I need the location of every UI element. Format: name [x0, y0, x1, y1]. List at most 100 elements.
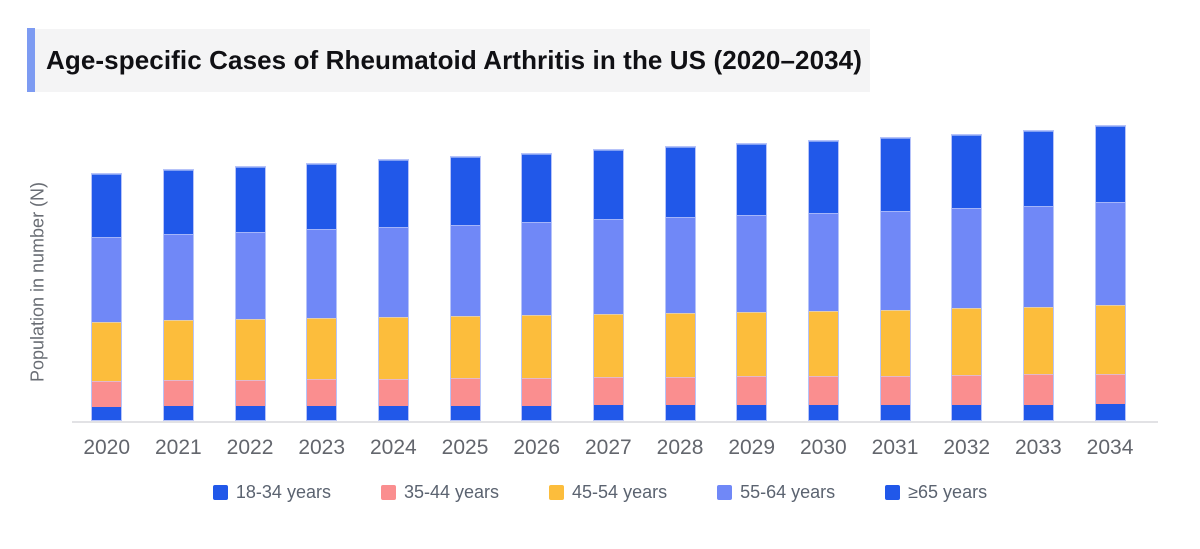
x-tick-label-2021: 2021 [155, 436, 202, 459]
page-title: Age-specific Cases of Rheumatoid Arthrit… [46, 45, 863, 75]
segment-3544years-2029 [737, 376, 767, 406]
x-tick-label-2030: 2030 [800, 436, 847, 459]
x-tick-label-2020: 2020 [83, 436, 131, 459]
bar-stack-2024 [377, 159, 409, 421]
segment-4554years-2032 [952, 308, 982, 376]
segment-5564years-2028 [665, 217, 695, 313]
segment-4554years-2028 [665, 312, 695, 377]
segment-3544years-2025 [450, 378, 480, 406]
segment-4554years-2031 [880, 309, 910, 376]
legend-item-3544years: 35-44 years [380, 482, 500, 503]
legend-label: 55-64 years [740, 482, 836, 502]
legend-swatch-icon [380, 485, 396, 500]
bar-stack-2031 [879, 137, 911, 421]
legend-item-4554years: 45-54 years [549, 482, 667, 503]
segment-65years-2022 [235, 166, 265, 233]
segment-1834years-2024 [378, 405, 408, 420]
segment-5564years-2027 [593, 219, 623, 314]
segment-1834years-2026 [522, 405, 552, 420]
x-tick-label-2027: 2027 [585, 436, 632, 459]
segment-4554years-2022 [235, 319, 265, 380]
x-tick-label-2031: 2031 [871, 436, 919, 459]
segment-1834years-2033 [1023, 404, 1053, 420]
legend-swatch-icon [212, 485, 228, 500]
segment-5564years-2024 [378, 226, 408, 318]
bar-stack-2025 [449, 155, 481, 421]
title-accent-bar [27, 28, 35, 92]
segment-3544years-2026 [522, 377, 552, 406]
bar-stack-2033 [1022, 130, 1054, 421]
segment-1834years-2022 [235, 406, 265, 420]
segment-5564years-2032 [952, 208, 982, 309]
segment-4554years-2025 [450, 316, 480, 379]
segment-1834years-2025 [450, 405, 480, 420]
segment-5564years-2034 [1095, 202, 1125, 305]
segment-65years-2021 [163, 170, 193, 235]
segment-1834years-2023 [307, 406, 337, 420]
legend-swatch-icon [549, 485, 565, 500]
segment-65years-2029 [737, 144, 767, 216]
segment-65years-2023 [307, 163, 337, 230]
segment-1834years-2020 [92, 406, 122, 420]
bar-stack-2022 [234, 165, 266, 421]
bar-stack-2020 [91, 172, 123, 421]
segment-1834years-2031 [880, 404, 910, 420]
segment-65years-2028 [665, 147, 695, 218]
segment-3544years-2028 [665, 376, 695, 406]
segment-5564years-2025 [450, 224, 480, 317]
segment-5564years-2026 [522, 222, 552, 316]
bar-stack-2021 [162, 169, 194, 421]
legend-swatch-icon [885, 485, 901, 500]
legend-label: ≥65 years [908, 482, 988, 502]
segment-4554years-2021 [163, 320, 193, 381]
segment-1834years-2021 [163, 406, 193, 420]
x-tick-label-2023: 2023 [298, 436, 346, 459]
segment-5564years-2022 [235, 232, 265, 320]
segment-1834years-2032 [952, 404, 982, 420]
segment-3544years-2027 [593, 377, 623, 406]
legend-item-1834years: 18-34 years [212, 482, 331, 503]
segment-3544years-2024 [378, 378, 408, 406]
segment-3544years-2034 [1095, 373, 1125, 405]
segment-65years-2034 [1095, 126, 1125, 203]
x-tick-label-2028: 2028 [656, 436, 704, 459]
x-tick-label-2024: 2024 [370, 436, 417, 459]
segment-3544years-2020 [92, 381, 122, 407]
segment-4554years-2020 [92, 321, 122, 382]
segment-4554years-2023 [307, 318, 337, 380]
segment-1834years-2030 [808, 405, 838, 420]
segment-5564years-2031 [880, 210, 910, 310]
segment-65years-2020 [92, 173, 122, 238]
bar-stack-2030 [807, 140, 839, 421]
legend-label: 18-34 years [235, 482, 331, 502]
segment-65years-2026 [522, 153, 552, 222]
segment-3544years-2023 [307, 379, 337, 407]
stacked-bar-plot: 2020 2021 2022 2023 2024 2025 2026 2027 2028 2029… [72, 124, 1158, 459]
segment-4554years-2027 [593, 313, 623, 378]
segment-3544years-2030 [808, 375, 838, 406]
x-tick-label-2032: 2032 [943, 436, 991, 459]
x-tick-label-2025: 2025 [441, 436, 489, 459]
bar-stack-2023 [306, 162, 338, 421]
y-axis-label: Population in number (N) [27, 181, 48, 383]
segment-5564years-2030 [808, 212, 838, 311]
title-band: Age-specific Cases of Rheumatoid Arthrit… [35, 29, 870, 92]
segment-65years-2033 [1023, 131, 1053, 206]
legend-label: 35-44 years [403, 482, 500, 502]
chart-legend: 18-34 years 35-44 years 45-54 years 55-64 y… [0, 482, 1200, 503]
x-tick-label-2034: 2034 [1086, 436, 1134, 459]
bar-stack-2032 [951, 133, 983, 421]
bar-stack-2028 [664, 146, 696, 421]
bar-stack-2029 [736, 143, 768, 421]
segment-1834years-2034 [1095, 404, 1125, 420]
bar-stack-2034 [1094, 125, 1126, 421]
segment-65years-2025 [450, 156, 480, 225]
bar-stack-2026 [521, 152, 553, 421]
segment-4554years-2034 [1095, 304, 1125, 374]
bar-stack-2027 [592, 149, 624, 421]
segment-65years-2024 [378, 160, 408, 227]
x-tick-label-2029: 2029 [728, 436, 776, 459]
segment-5564years-2023 [307, 229, 337, 319]
segment-3544years-2032 [952, 375, 982, 405]
segment-65years-2031 [880, 138, 910, 211]
